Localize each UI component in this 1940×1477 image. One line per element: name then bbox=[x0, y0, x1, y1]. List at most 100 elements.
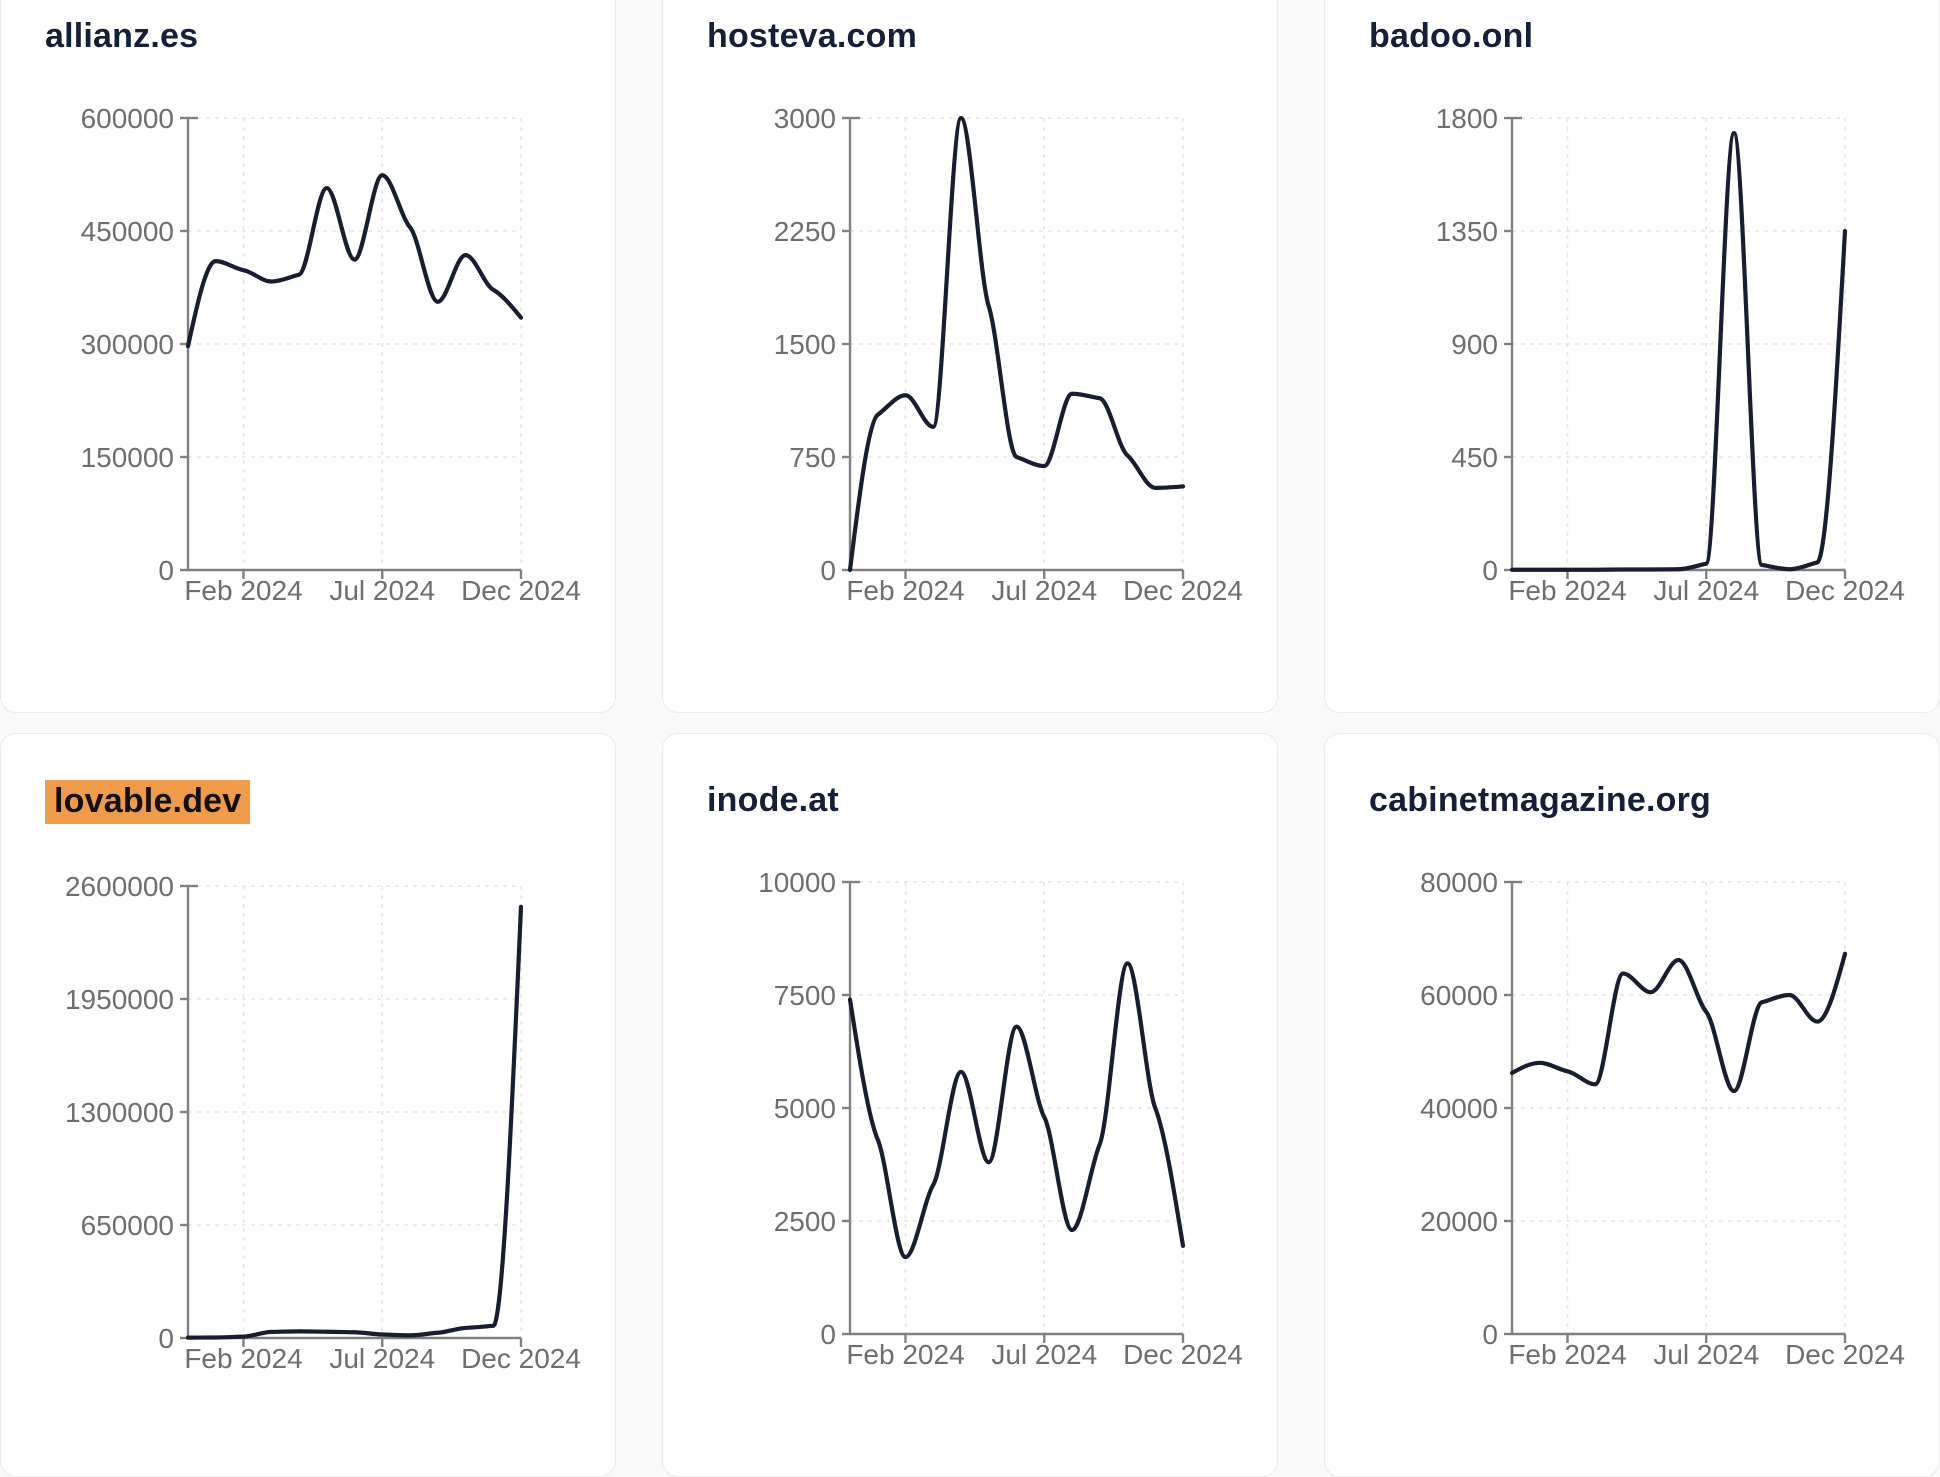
svg-text:Jul 2024: Jul 2024 bbox=[1653, 575, 1759, 606]
y-axis bbox=[180, 884, 198, 1340]
svg-text:150000: 150000 bbox=[81, 442, 174, 473]
chart-title-text: cabinetmagazine.org bbox=[1369, 781, 1711, 819]
line-chart-svg: 0 20000 40000 60000 80000 Feb 2024 Jul 2024 Dec… bbox=[1420, 867, 1905, 1370]
svg-text:Feb 2024: Feb 2024 bbox=[184, 575, 302, 606]
svg-text:Dec 2024: Dec 2024 bbox=[461, 1343, 581, 1374]
svg-text:0: 0 bbox=[820, 555, 836, 586]
svg-text:Feb 2024: Feb 2024 bbox=[184, 1343, 302, 1374]
y-axis bbox=[1504, 116, 1522, 572]
series-line bbox=[1509, 130, 1848, 572]
y-tick-labels: 0 150000 300000 450000 600000 bbox=[81, 103, 174, 586]
y-gridlines bbox=[1512, 881, 1845, 1222]
chart-title: badoo.onl bbox=[1369, 16, 1939, 56]
svg-text:300000: 300000 bbox=[81, 329, 174, 360]
line-chart-svg: 0 2500 5000 7500 10000 Feb 2024 Jul 2024 Dec 20… bbox=[758, 867, 1243, 1370]
x-tick-labels: Feb 2024 Jul 2024 Dec 2024 bbox=[1508, 1339, 1905, 1370]
y-tick-labels: 0 750 1500 2250 3000 bbox=[774, 103, 836, 586]
svg-text:Jul 2024: Jul 2024 bbox=[1653, 1339, 1759, 1370]
svg-text:0: 0 bbox=[1482, 555, 1498, 586]
line-chart-svg: 0 150000 300000 450000 600000 Feb 2024 Jul 202… bbox=[81, 103, 581, 606]
svg-text:0: 0 bbox=[820, 1319, 836, 1350]
chart-title-text: hosteva.com bbox=[707, 17, 918, 55]
chart-card[interactable]: lovable.dev 0 650000 1300000 1950000 2600000… bbox=[0, 733, 616, 1477]
svg-text:Dec 2024: Dec 2024 bbox=[461, 575, 581, 606]
svg-text:Dec 2024: Dec 2024 bbox=[1785, 1339, 1905, 1370]
chart-card[interactable]: hosteva.com 0 750 1500 2250 3000 Feb 2024 Jul … bbox=[662, 0, 1278, 713]
svg-text:60000: 60000 bbox=[1420, 980, 1498, 1011]
svg-text:Feb 2024: Feb 2024 bbox=[846, 575, 964, 606]
svg-text:2250: 2250 bbox=[774, 216, 836, 247]
line-chart-svg: 0 450 900 1350 1800 Feb 2024 Jul 2024 Dec 2024 bbox=[1436, 103, 1905, 606]
chart-title: inode.at bbox=[707, 780, 1277, 820]
svg-text:Jul 2024: Jul 2024 bbox=[329, 1343, 435, 1374]
y-axis bbox=[842, 880, 860, 1336]
chart-title-text: badoo.onl bbox=[1369, 17, 1534, 55]
svg-text:450: 450 bbox=[1451, 442, 1498, 473]
y-gridlines bbox=[850, 117, 1183, 458]
svg-text:Jul 2024: Jul 2024 bbox=[329, 575, 435, 606]
chart-title-text: lovable.dev bbox=[45, 780, 251, 824]
series-line bbox=[185, 904, 524, 1340]
line-chart-svg: 0 750 1500 2250 3000 Feb 2024 Jul 2024 Dec 2024 bbox=[774, 103, 1243, 606]
chart-card[interactable]: cabinetmagazine.org 0 20000 40000 60000 8000… bbox=[1324, 733, 1940, 1477]
svg-text:750: 750 bbox=[789, 442, 836, 473]
x-tick-labels: Feb 2024 Jul 2024 Dec 2024 bbox=[1508, 575, 1905, 606]
y-tick-labels: 0 450 900 1350 1800 bbox=[1436, 103, 1498, 586]
y-gridlines bbox=[188, 885, 521, 1226]
x-tick-labels: Feb 2024 Jul 2024 Dec 2024 bbox=[184, 1343, 581, 1374]
svg-text:5000: 5000 bbox=[774, 1093, 836, 1124]
y-gridlines bbox=[1512, 117, 1845, 458]
svg-text:0: 0 bbox=[1482, 1319, 1498, 1350]
svg-text:0: 0 bbox=[158, 555, 174, 586]
svg-text:2600000: 2600000 bbox=[65, 871, 174, 902]
svg-text:450000: 450000 bbox=[81, 216, 174, 247]
line-chart-svg: 0 650000 1300000 1950000 2600000 Feb 2024 Jul … bbox=[65, 871, 581, 1374]
svg-text:10000: 10000 bbox=[758, 867, 836, 898]
svg-text:Dec 2024: Dec 2024 bbox=[1123, 575, 1243, 606]
series-line bbox=[847, 961, 1186, 1260]
chart-title: hosteva.com bbox=[707, 16, 1277, 56]
series-line bbox=[185, 173, 524, 349]
x-axis bbox=[1512, 1332, 1847, 1343]
svg-text:3000: 3000 bbox=[774, 103, 836, 134]
y-gridlines bbox=[850, 881, 1183, 1222]
svg-text:20000: 20000 bbox=[1420, 1206, 1498, 1237]
y-tick-labels: 0 650000 1300000 1950000 2600000 bbox=[65, 871, 174, 1354]
chart-card[interactable]: allianz.es 0 150000 300000 450000 600000 Feb … bbox=[0, 0, 616, 713]
chart-title: lovable.dev bbox=[45, 780, 615, 824]
svg-text:Feb 2024: Feb 2024 bbox=[1508, 1339, 1626, 1370]
svg-text:Dec 2024: Dec 2024 bbox=[1123, 1339, 1243, 1370]
chart-title: cabinetmagazine.org bbox=[1369, 780, 1939, 820]
series-line bbox=[847, 115, 1186, 573]
svg-text:7500: 7500 bbox=[774, 980, 836, 1011]
series-line bbox=[1509, 951, 1848, 1094]
svg-text:Feb 2024: Feb 2024 bbox=[846, 1339, 964, 1370]
svg-text:Feb 2024: Feb 2024 bbox=[1508, 575, 1626, 606]
y-axis bbox=[842, 116, 860, 572]
y-gridlines bbox=[188, 117, 521, 458]
x-tick-labels: Feb 2024 Jul 2024 Dec 2024 bbox=[184, 575, 581, 606]
x-axis bbox=[850, 1332, 1185, 1343]
svg-text:Jul 2024: Jul 2024 bbox=[991, 1339, 1097, 1370]
svg-text:600000: 600000 bbox=[81, 103, 174, 134]
x-axis bbox=[850, 568, 1185, 579]
chart-card[interactable]: inode.at 0 2500 5000 7500 10000 Feb 2024 Jul 2… bbox=[662, 733, 1278, 1477]
x-tick-labels: Feb 2024 Jul 2024 Dec 2024 bbox=[846, 575, 1243, 606]
y-tick-labels: 0 20000 40000 60000 80000 bbox=[1420, 867, 1498, 1350]
svg-text:0: 0 bbox=[158, 1323, 174, 1354]
svg-text:650000: 650000 bbox=[81, 1210, 174, 1241]
svg-text:1500: 1500 bbox=[774, 329, 836, 360]
svg-text:2500: 2500 bbox=[774, 1206, 836, 1237]
svg-text:Dec 2024: Dec 2024 bbox=[1785, 575, 1905, 606]
svg-text:1300000: 1300000 bbox=[65, 1097, 174, 1128]
y-axis bbox=[1504, 880, 1522, 1336]
svg-text:1350: 1350 bbox=[1436, 216, 1498, 247]
x-tick-labels: Feb 2024 Jul 2024 Dec 2024 bbox=[846, 1339, 1243, 1370]
chart-title-text: inode.at bbox=[707, 781, 839, 819]
chart-card[interactable]: badoo.onl 0 450 900 1350 1800 Feb 2024 Jul 202… bbox=[1324, 0, 1940, 713]
y-tick-labels: 0 2500 5000 7500 10000 bbox=[758, 867, 836, 1350]
chart-title: allianz.es bbox=[45, 16, 615, 56]
x-axis bbox=[188, 568, 523, 579]
svg-text:40000: 40000 bbox=[1420, 1093, 1498, 1124]
